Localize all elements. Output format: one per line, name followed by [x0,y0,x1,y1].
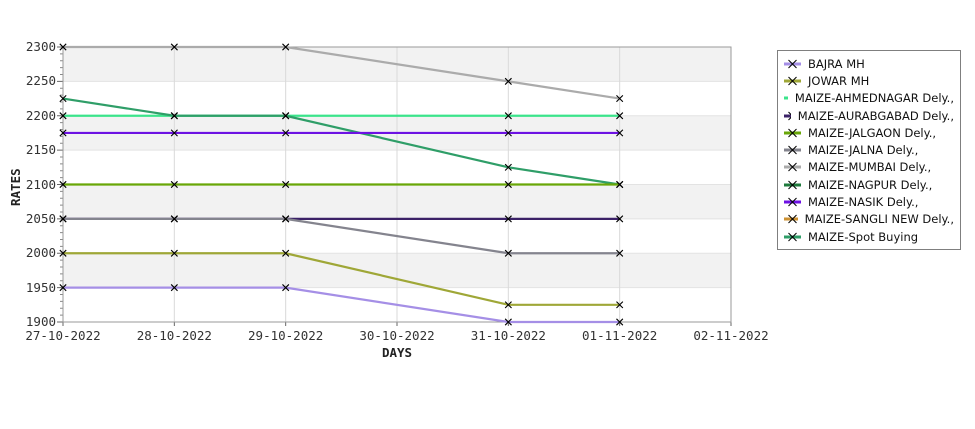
y-tick-label: 1900 [25,314,56,329]
data-point-x-marker [616,180,624,189]
data-point-x-marker [59,112,67,120]
x-tick-label: 30-10-2022 [359,328,435,343]
legend-item-label: MAIZE-AHMEDNAGAR Dely., [794,91,954,106]
legend-line-x-marker-icon [784,59,801,68]
legend-item-label: MAIZE-AURABGABAD Dely., [797,108,954,123]
data-point-x-marker [504,318,512,326]
legend-line-x-marker-icon [784,96,788,100]
data-point-x-marker [616,215,624,223]
legend-line-x-marker-icon [784,76,801,86]
x-tick-label: 29-10-2022 [248,328,324,343]
data-point-x-marker [59,284,67,292]
legend-item-maize-nasik-dely: MAIZE-NASIK Dely., [784,193,954,210]
data-point-x-marker [504,112,512,120]
y-tick-label: 2200 [25,107,56,123]
x-axis-title: DAYS [381,345,413,360]
data-point-x-marker [282,129,290,137]
data-point-x-marker [616,249,624,257]
legend-item-label: MAIZE-NAGPUR Dely., [808,177,933,192]
y-tick-label: 1950 [25,279,56,295]
data-point-x-marker [504,215,512,223]
legend-line-x-marker-icon [784,163,801,172]
y-tick-label: 2300 [25,39,56,54]
data-point-x-marker [616,301,624,309]
data-point-x-marker [504,77,512,85]
data-point-x-marker [504,180,512,189]
data-point-x-marker [282,112,290,120]
data-point-x-marker [616,129,624,137]
data-point-x-marker [504,301,512,309]
legend-line-x-marker-icon [784,180,801,190]
data-point-x-marker [170,249,178,257]
legend-item-label: MAIZE-JALNA Dely., [808,143,919,158]
data-point-x-marker [59,43,67,51]
legend-item-label: JOWAR MH [808,73,870,88]
legend-line-x-marker-icon [784,111,791,120]
legend-item-label: MAIZE-MUMBAI Dely., [808,160,932,175]
data-point-x-marker [282,43,290,51]
x-tick-label: 28-10-2022 [136,328,212,343]
chart-legend: BAJRA MH JOWAR MH MAIZE-AHMEDNAGAR Dely., M… [777,50,961,251]
legend-item-label: MAIZE-SANGLI NEW Dely., [804,212,954,227]
y-tick-label: 2000 [25,245,56,261]
data-point-x-marker [616,94,624,103]
legend-item-label: BAJRA MH [808,56,865,71]
data-point-x-marker [170,129,178,137]
data-point-x-marker [170,180,178,189]
legend-item-bajra-mh: BAJRA MH [784,55,954,72]
data-point-x-marker [282,249,290,257]
legend-item-maize-jalna-dely: MAIZE-JALNA Dely., [784,141,954,158]
y-tick-label: 2100 [25,176,56,192]
legend-item-label: MAIZE-Spot Buying [808,229,919,244]
data-point-x-marker [504,163,512,171]
legend-item-maize-spot-buying: MAIZE-Spot Buying [784,228,954,245]
data-point-x-marker [59,180,67,189]
x-tick-label: 27-10-2022 [25,328,101,343]
legend-line-x-marker-icon [784,214,798,224]
data-point-x-marker [170,215,178,223]
legend-item-maize-jalgaon-dely: MAIZE-JALGAON Dely., [784,124,954,141]
series-line-maize-jalna-dely [63,217,620,255]
data-point-x-marker [504,129,512,137]
legend-item-jowar-mh: JOWAR MH [784,72,954,89]
legend-item-maize-nagpur-dely: MAIZE-NAGPUR Dely., [784,176,954,193]
legend-line-x-marker-icon [784,232,801,241]
data-point-x-marker [59,129,67,137]
data-point-x-marker [170,112,178,120]
data-point-x-marker [616,318,624,326]
legend-item-maize-mumbai-dely: MAIZE-MUMBAI Dely., [784,159,954,176]
legend-item-label: MAIZE-JALGAON Dely., [808,125,937,140]
x-tick-label: 01-11-2022 [582,328,658,343]
data-point-x-marker [282,215,290,223]
data-point-x-marker [59,94,67,103]
data-point-x-marker [282,180,290,189]
x-tick-label: 31-10-2022 [470,328,546,343]
legend-line-x-marker-icon [784,145,801,155]
legend-item-maize-sangli-new-dely: MAIZE-SANGLI NEW Dely., [784,211,954,228]
y-tick-label: 2150 [25,142,56,158]
data-point-x-marker [59,249,67,257]
legend-line-x-marker-icon [784,128,801,138]
data-point-x-marker [504,249,512,257]
legend-item-maize-aurabgabad-dely: MAIZE-AURABGABAD Dely., [784,107,954,124]
data-point-x-marker [616,112,624,120]
legend-item-maize-ahmednagar-dely: MAIZE-AHMEDNAGAR Dely., [784,90,954,107]
legend-line-x-marker-icon [784,197,801,207]
data-point-x-marker [59,215,67,223]
data-point-x-marker [170,284,178,292]
data-point-x-marker [170,43,178,51]
data-point-x-marker [282,284,290,292]
legend-item-label: MAIZE-NASIK Dely., [808,195,919,210]
x-tick-label: 02-11-2022 [693,328,769,343]
y-tick-label: 2250 [25,73,56,89]
y-tick-label: 2050 [25,210,56,226]
